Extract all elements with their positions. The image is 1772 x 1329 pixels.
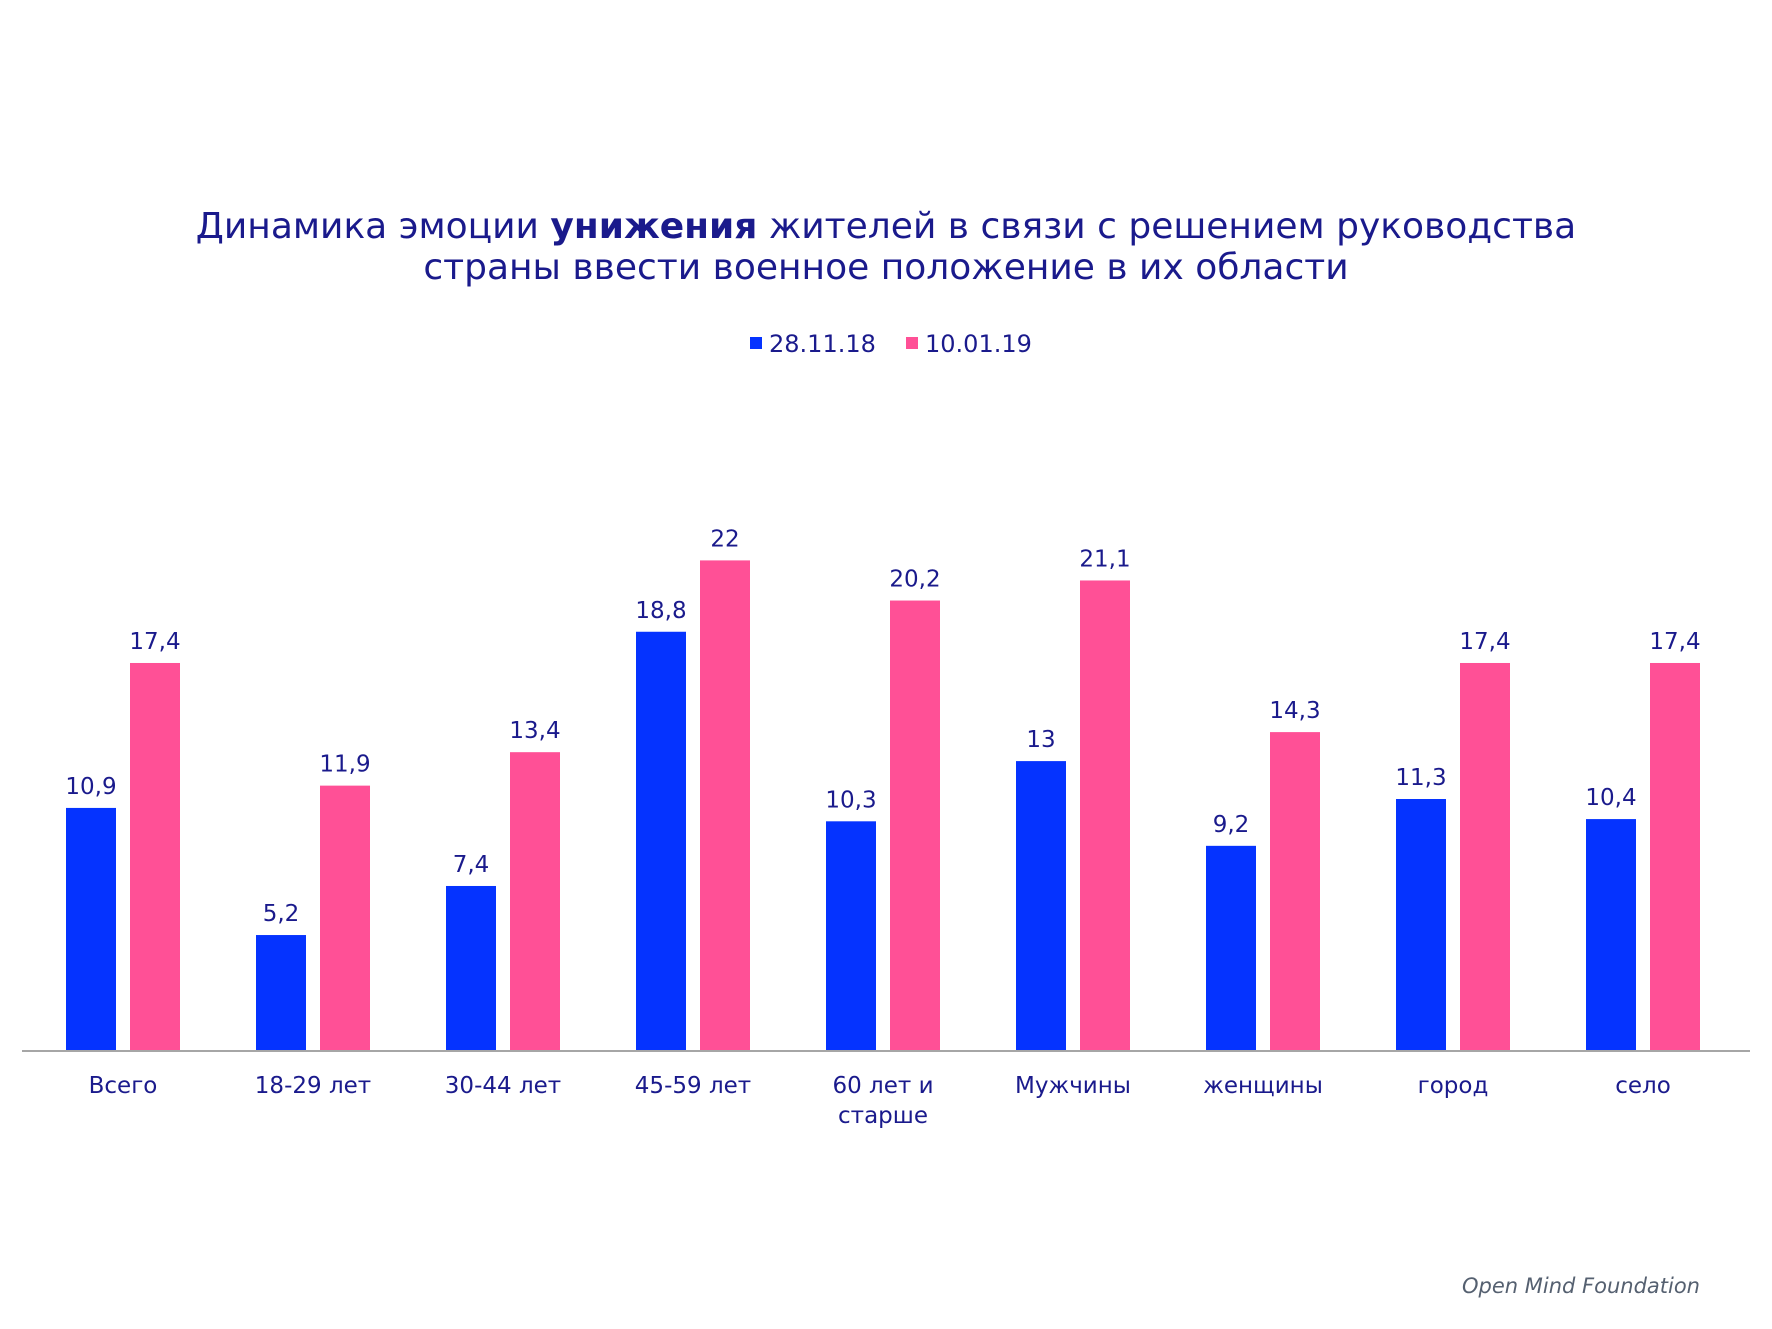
bar-s2-c7 [1270,732,1320,1051]
category-axis: Всего 18-29 лет 30-44 лет 45-59 лет 60 лет и… [89,1073,1671,1129]
plot-area: 10,9 17,4 5,2 11,9 7,4 13,4 18,8 22 10,3 20,2 13 21… [65,526,1701,1051]
bar-s1-c1 [66,807,116,1051]
bar-s1-c5 [826,821,876,1051]
category-label-7: женщины [1203,1073,1323,1099]
category-label-6: Мужчины [1015,1073,1131,1099]
data-label-s1-c9: 10,4 [1585,785,1636,811]
bar-s2-c5 [890,600,940,1051]
chart-title-bold: унижения [550,206,757,247]
bar-s2-c6 [1080,580,1130,1051]
data-label-s2-c7: 14,3 [1269,698,1320,724]
legend-label-2: 10.01.19 [925,330,1032,358]
category-label-8: город [1418,1073,1489,1099]
data-label-s2-c6: 21,1 [1079,546,1130,572]
category-label-8-line-1: город [1418,1073,1489,1099]
category-label-5: 60 лет и старше [832,1073,933,1129]
category-label-4: 45-59 лет [635,1073,751,1099]
category-label-9: село [1615,1073,1671,1099]
data-label-s1-c5: 10,3 [825,787,876,813]
category-label-1: Всего [89,1073,158,1099]
chart-title-line-1: Динамика эмоции унижения жителей в связи… [196,206,1576,247]
chart-title-pre: Динамика эмоции [196,206,551,247]
category-label-2: 18-29 лет [255,1073,371,1099]
data-label-s1-c1: 10,9 [65,774,116,800]
data-label-s1-c8: 11,3 [1395,765,1446,791]
chart-title-line-2: страны ввести военное положение в их обл… [423,247,1348,288]
data-label-s2-c9: 17,4 [1649,629,1700,655]
category-label-9-line-1: село [1615,1073,1671,1099]
data-label-s2-c1: 17,4 [129,629,180,655]
bar-s2-c2 [320,785,370,1051]
bar-s1-c4 [636,631,686,1051]
bar-s1-c8 [1396,799,1446,1051]
category-label-6-line-1: Мужчины [1015,1073,1131,1099]
chart-title-post: жителей в связи с решением руководства [757,206,1576,247]
data-label-s2-c3: 13,4 [509,718,560,744]
legend-swatch-1 [750,337,762,349]
data-label-s1-c7: 9,2 [1213,812,1250,838]
category-label-3-line-1: 30-44 лет [445,1073,561,1099]
category-label-1-line-1: Всего [89,1073,158,1099]
bar-s2-c9 [1650,662,1700,1051]
bar-s1-c7 [1206,845,1256,1051]
data-label-s2-c2: 11,9 [319,752,370,778]
bar-s1-c3 [446,885,496,1051]
bar-s1-c2 [256,935,306,1051]
data-label-s2-c5: 20,2 [889,567,940,593]
legend-label-1: 28.11.18 [769,330,876,358]
category-label-2-line-1: 18-29 лет [255,1073,371,1099]
category-label-7-line-1: женщины [1203,1073,1323,1099]
category-label-5-line-2: старше [838,1103,928,1129]
legend-swatch-2 [906,337,918,349]
data-label-s2-c8: 17,4 [1459,629,1510,655]
bar-s2-c4 [700,560,750,1051]
bar-s2-c1 [130,662,180,1051]
bar-s1-c6 [1016,761,1066,1051]
category-label-4-line-1: 45-59 лет [635,1073,751,1099]
data-label-s1-c3: 7,4 [453,852,490,878]
data-label-s1-c6: 13 [1026,727,1055,753]
bar-s2-c8 [1460,662,1510,1051]
data-label-s1-c2: 5,2 [263,901,300,927]
category-label-3: 30-44 лет [445,1073,561,1099]
category-label-5-line-1: 60 лет и [832,1073,933,1099]
watermark: Open Mind Foundation [1462,1274,1700,1298]
bar-s2-c3 [510,752,560,1051]
data-label-s1-c4: 18,8 [635,598,686,624]
bar-s1-c9 [1586,819,1636,1051]
data-label-s2-c4: 22 [710,526,739,552]
legend: 28.11.18 10.01.19 [750,330,1032,358]
